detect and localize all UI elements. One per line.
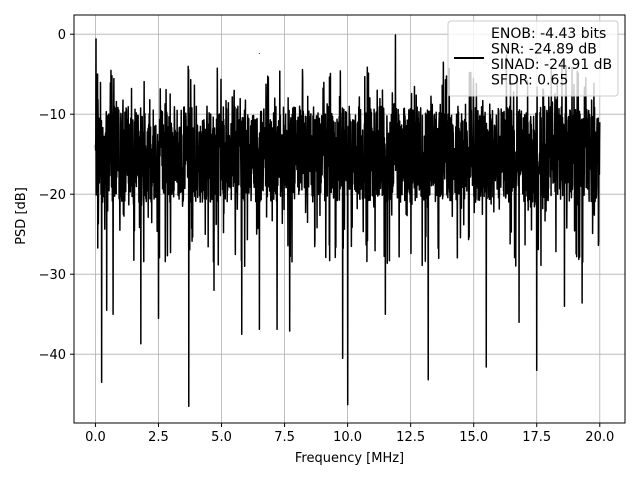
psd-peak-point — [97, 99, 99, 101]
psd-dip-point — [384, 313, 386, 315]
legend-entry-line: SFDR: 0.65 — [491, 73, 568, 89]
psd-dip-point — [276, 328, 278, 330]
psd-dip-point — [106, 309, 108, 311]
psd-dip-point — [485, 366, 487, 368]
x-tick-label: 7.5 — [274, 430, 295, 445]
psd-dip-point — [157, 317, 159, 319]
psd-peak-point — [442, 61, 444, 63]
psd-dip-point — [258, 328, 260, 330]
psd-dip-point — [213, 289, 215, 291]
psd-dip-point — [140, 343, 142, 345]
y-tick-label: −10 — [39, 108, 66, 123]
psd-dip-point — [518, 321, 520, 323]
x-axis-label: Frequency [MHz] — [295, 451, 404, 466]
y-tick-label: −40 — [39, 348, 66, 363]
x-tick-label: 15.0 — [459, 430, 488, 445]
legend-entry-line: SNR: -24.89 dB — [491, 42, 597, 58]
psd-dip-point — [101, 381, 103, 383]
x-tick-label: 17.5 — [522, 430, 551, 445]
legend-entry-line: SINAD: -24.91 dB — [491, 57, 612, 73]
psd-dip-point — [241, 333, 243, 335]
y-tick-label: 0 — [58, 28, 66, 43]
psd-line — [94, 34, 601, 407]
y-axis-label: PSD [dB] — [14, 187, 29, 245]
psd-dip-point — [563, 305, 565, 307]
x-tick-label: 10.0 — [333, 430, 362, 445]
psd-dip-point — [536, 369, 538, 371]
x-tick-label: 5.0 — [211, 430, 232, 445]
y-tick-label: −20 — [39, 188, 66, 203]
psd-dip-point — [112, 313, 114, 315]
x-tick-label: 20.0 — [585, 430, 614, 445]
psd-peak-point — [395, 34, 397, 36]
axes-frame — [73, 14, 626, 424]
psd-peak-point — [258, 52, 260, 54]
x-tick-label: 2.5 — [148, 430, 169, 445]
plot-frame — [73, 14, 626, 424]
y-axis-ticks: 0 −10 −20 −30 −40 — [39, 28, 74, 363]
psd-dip-point — [581, 302, 583, 304]
x-axis-ticks: 0.0 2.5 5.0 7.5 10.0 12.5 15.0 17.5 20.0 — [85, 423, 614, 445]
x-tick-label: 0.0 — [85, 430, 106, 445]
legend-entry-line: ENOB: -4.43 bits — [491, 26, 606, 42]
x-tick-label: 12.5 — [396, 430, 425, 445]
legend-box — [447, 20, 619, 97]
psd-dip-point — [347, 404, 349, 406]
psd-dip-point — [342, 357, 344, 359]
y-tick-label: −30 — [39, 268, 66, 283]
psd-peak-point — [95, 38, 97, 40]
psd-dip-point — [427, 379, 429, 381]
psd-dip-point — [188, 405, 190, 407]
psd-dip-point — [289, 330, 291, 332]
